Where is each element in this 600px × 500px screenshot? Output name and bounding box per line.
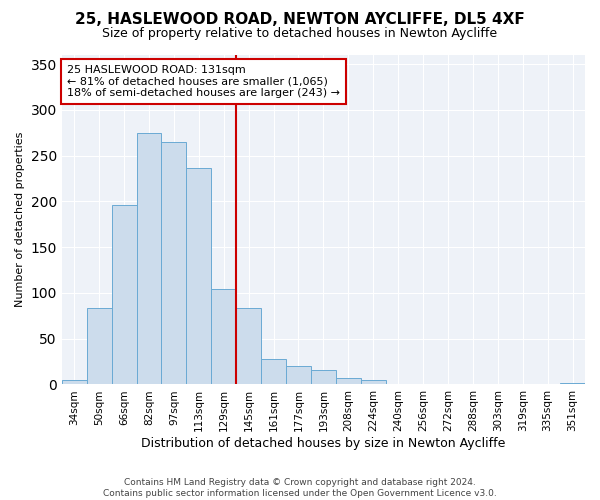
Bar [560,382,585,384]
Bar [187,168,211,384]
Bar [161,142,187,384]
Bar [311,370,336,384]
Text: Contains HM Land Registry data © Crown copyright and database right 2024.
Contai: Contains HM Land Registry data © Crown c… [103,478,497,498]
Bar [286,366,311,384]
Text: 25, HASLEWOOD ROAD, NEWTON AYCLIFFE, DL5 4XF: 25, HASLEWOOD ROAD, NEWTON AYCLIFFE, DL5… [75,12,525,28]
Bar [236,308,261,384]
Bar [87,308,112,384]
Bar [137,133,161,384]
Bar [261,359,286,384]
X-axis label: Distribution of detached houses by size in Newton Aycliffe: Distribution of detached houses by size … [141,437,506,450]
Text: Size of property relative to detached houses in Newton Aycliffe: Size of property relative to detached ho… [103,28,497,40]
Text: 25 HASLEWOOD ROAD: 131sqm
← 81% of detached houses are smaller (1,065)
18% of se: 25 HASLEWOOD ROAD: 131sqm ← 81% of detac… [67,65,340,98]
Bar [211,290,236,384]
Bar [361,380,386,384]
Y-axis label: Number of detached properties: Number of detached properties [15,132,25,308]
Bar [62,380,87,384]
Bar [112,205,137,384]
Bar [336,378,361,384]
